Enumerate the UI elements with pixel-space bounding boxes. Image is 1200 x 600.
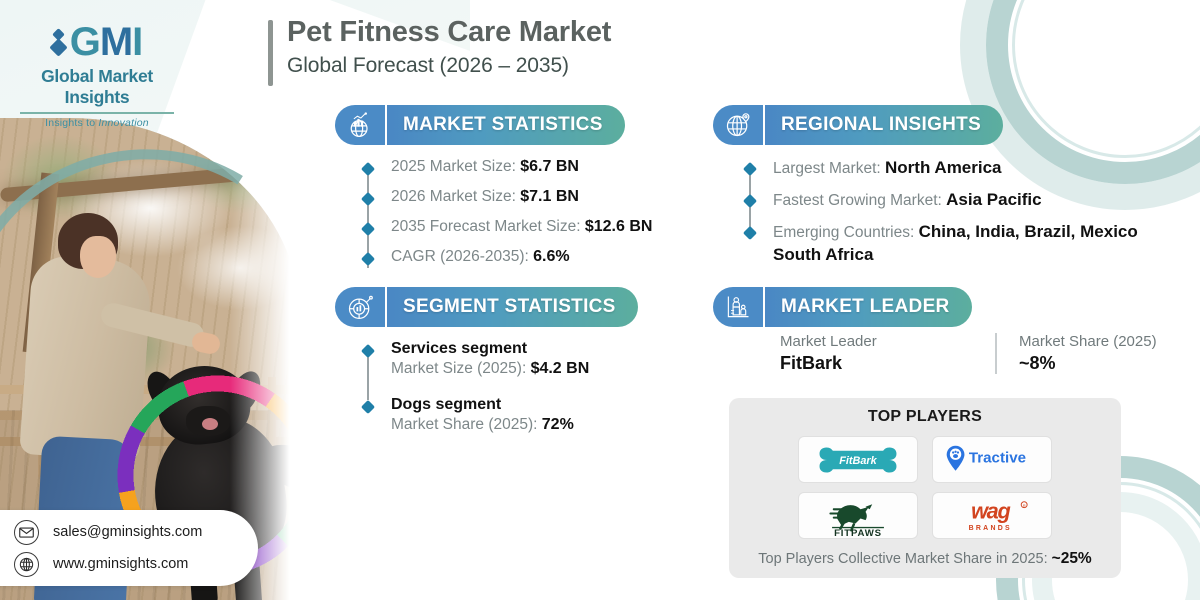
tractive-logo[interactable]: Tractive	[932, 436, 1052, 483]
section-header-segment-statistics: SEGMENT STATISTICS	[335, 287, 638, 327]
list-item-label: Market Size (2025):	[391, 360, 531, 377]
section-title-regional-insights: REGIONAL INSIGHTS	[765, 105, 1004, 145]
top-players-title: TOP PLAYERS	[867, 408, 983, 425]
section-header-regional-insights: REGIONAL INSIGHTS	[713, 105, 1004, 145]
collective-share-value: ~25%	[1051, 550, 1092, 567]
donut-chart-icon	[335, 287, 387, 327]
list-item: CAGR (2026-2035): 6.6%	[360, 248, 693, 267]
bullet-diamond-icon	[360, 399, 376, 415]
list-item-value: $12.6 BN	[584, 218, 653, 235]
list-item-title: Dogs segment	[391, 396, 502, 413]
collective-share-label: Top Players Collective Market Share in 2…	[758, 551, 1052, 567]
page-title: Pet Fitness Care Market	[287, 16, 612, 48]
logo-diamond-icon	[49, 38, 68, 57]
logo-divider	[20, 112, 174, 114]
list-item-label: 2035 Forecast Market Size:	[391, 218, 585, 235]
list-item-value: 6.6%	[533, 248, 570, 265]
list-item: Fastest Growing Market: Asia Pacific	[742, 190, 1195, 210]
top-players-panel: TOP PLAYERS FitBark Tractive	[729, 398, 1121, 578]
bullet-diamond-icon	[742, 225, 758, 241]
bullet-diamond-icon	[360, 191, 376, 207]
market-share-column: Market Share (2025) ~8%	[995, 333, 1200, 374]
list-item: Emerging Countries: China, India, Brazil…	[742, 222, 1195, 265]
list-item-value: 72%	[541, 416, 574, 433]
list-item: 2025 Market Size: $6.7 BN	[360, 158, 693, 177]
list-item: Largest Market: North America	[742, 158, 1195, 178]
list-item-label: CAGR (2026-2035):	[391, 248, 534, 265]
contact-email: sales@gminsights.com	[53, 524, 203, 540]
section-title-market-leader: MARKET LEADER	[765, 287, 972, 327]
list-item-value: China, India, Brazil, Mexico	[918, 222, 1138, 241]
envelope-icon	[14, 519, 39, 545]
list-item-label: Largest Market:	[773, 160, 885, 177]
list-item: 2026 Market Size: $7.1 BN	[360, 188, 693, 207]
page-title-block: Pet Fitness Care Market Global Forecast …	[268, 16, 611, 86]
logo-company-name: Global Market Insights	[41, 66, 153, 107]
market-leader-body: Market Leader FitBark Market Share (2025…	[780, 333, 1200, 374]
globe-icon	[14, 551, 39, 577]
list-item-label: Market Share (2025):	[391, 416, 542, 433]
fitpaws-logo[interactable]: FITPAWS	[798, 492, 918, 539]
bullet-diamond-icon	[742, 161, 758, 177]
contact-website-row[interactable]: www.gminsights.com	[14, 551, 258, 577]
globe-pin-icon	[713, 105, 765, 145]
list-item-value: North America	[885, 158, 1002, 177]
market-leader-value: FitBark	[780, 353, 843, 373]
list-item-label: Emerging Countries:	[773, 224, 919, 241]
section-title-segment-statistics: SEGMENT STATISTICS	[387, 287, 638, 327]
svg-text:wag: wag	[971, 498, 1010, 523]
section-header-market-leader: MARKET LEADER	[713, 287, 972, 327]
list-item-value: $4.2 BN	[530, 360, 590, 377]
fitbark-logo[interactable]: FitBark	[798, 436, 918, 483]
list-item: Dogs segment Market Share (2025): 72%	[360, 396, 693, 434]
wag-logo[interactable]: wag R BRANDS	[932, 492, 1052, 539]
list-item-value: Asia Pacific	[946, 190, 1042, 209]
bullet-diamond-icon	[360, 251, 376, 267]
svg-text:Tractive: Tractive	[969, 449, 1026, 466]
globe-chart-icon	[335, 105, 387, 145]
svg-text:R: R	[1023, 502, 1026, 507]
list-item: Services segment Market Size (2025): $4.…	[360, 340, 693, 378]
collective-share: Top Players Collective Market Share in 2…	[729, 550, 1121, 568]
market-statistics-list: 2025 Market Size: $6.7 BN 2026 Market Si…	[360, 158, 693, 278]
market-leader-column: Market Leader FitBark	[780, 333, 995, 374]
list-item: 2035 Forecast Market Size: $12.6 BN	[360, 218, 693, 237]
contact-website: www.gminsights.com	[53, 556, 189, 572]
contact-email-row[interactable]: sales@gminsights.com	[14, 519, 258, 545]
bullet-diamond-icon	[742, 193, 758, 209]
logo-tagline: Insights to Innovation	[45, 116, 149, 129]
contact-panel: sales@gminsights.com www.gminsights.com	[0, 510, 258, 586]
list-item-label: 2026 Market Size:	[391, 188, 521, 205]
section-header-market-statistics: MARKET STATISTICS	[335, 105, 625, 145]
logo-text: GMI	[69, 20, 144, 64]
bullet-diamond-icon	[360, 161, 376, 177]
segment-statistics-list: Services segment Market Size (2025): $4.…	[360, 340, 693, 446]
market-share-caption: Market Share (2025)	[1019, 333, 1157, 350]
market-leader-caption: Market Leader	[780, 333, 877, 350]
bullet-diamond-icon	[360, 343, 376, 359]
market-share-value: ~8%	[1019, 353, 1056, 373]
section-title-market-statistics: MARKET STATISTICS	[387, 105, 625, 145]
svg-text:FITPAWS: FITPAWS	[834, 528, 882, 537]
list-item-label: Fastest Growing Market:	[773, 192, 947, 209]
svg-text:FitBark: FitBark	[839, 455, 877, 467]
page-subtitle: Global Forecast (2026 – 2035)	[287, 54, 569, 78]
title-accent-bar	[268, 20, 273, 86]
company-logo: GMI Global Market Insights Insights to I…	[12, 22, 182, 129]
list-item-value-line2: South Africa	[773, 245, 874, 264]
list-item-value: $6.7 BN	[520, 158, 579, 175]
podium-leader-icon	[713, 287, 765, 327]
list-item-value: $7.1 BN	[520, 188, 579, 205]
bullet-diamond-icon	[360, 221, 376, 237]
svg-text:BRANDS: BRANDS	[969, 524, 1012, 531]
top-players-logo-grid: FitBark Tractive	[729, 436, 1121, 539]
list-item-title: Services segment	[391, 340, 528, 357]
list-item-label: 2025 Market Size:	[391, 158, 521, 175]
regional-insights-list: Largest Market: North America Fastest Gr…	[742, 158, 1195, 277]
